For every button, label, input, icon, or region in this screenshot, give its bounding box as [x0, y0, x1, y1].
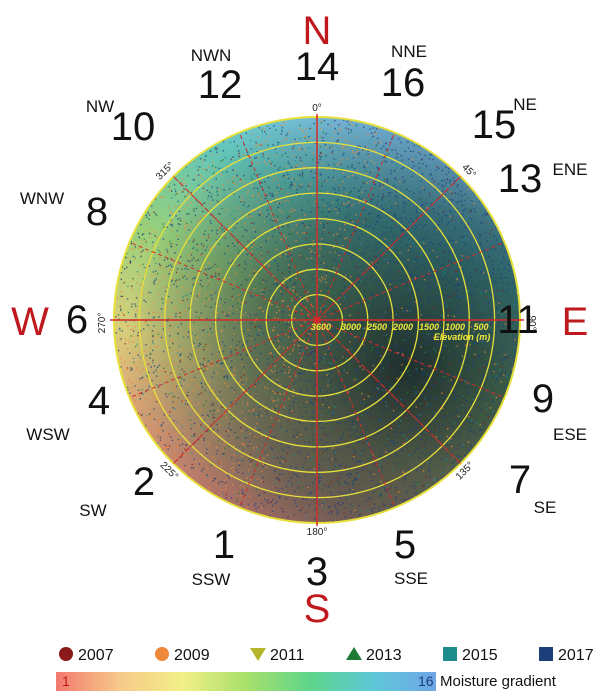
- grid-spoke: [238, 132, 318, 321]
- cardinal-s: S: [304, 587, 331, 631]
- grid-diagonal: [316, 319, 461, 464]
- direction-number: 4: [88, 379, 110, 423]
- direction-number: 1: [213, 523, 235, 567]
- direction-name: NNE: [391, 42, 427, 61]
- legend-label: 2015: [462, 647, 498, 664]
- direction-number: 12: [198, 63, 243, 107]
- direction-number: 15: [472, 103, 517, 147]
- cardinal-w: W: [11, 300, 49, 344]
- direction-name: WNW: [20, 189, 64, 208]
- direction-name: ENE: [553, 160, 588, 179]
- legend-marker: [250, 648, 266, 661]
- direction-name: SSE: [394, 569, 428, 588]
- radial-tick-label: 500: [473, 322, 488, 332]
- cardinal-e: E: [562, 300, 589, 344]
- direction-number: 11: [497, 298, 539, 342]
- direction-name: SW: [79, 501, 106, 520]
- legend-label: 2007: [78, 647, 114, 664]
- grid-spoke: [129, 319, 318, 399]
- colorbar: 1 16 Moisture gradient: [56, 672, 557, 691]
- angle-tick-label: 0°: [312, 103, 322, 114]
- angle-tick-label: 270°: [97, 313, 108, 334]
- grid-diagonal: [316, 176, 461, 321]
- grid-spoke: [316, 241, 505, 321]
- legend-label: 2013: [366, 647, 402, 664]
- direction-name: WSW: [26, 425, 69, 444]
- direction-number: 8: [86, 190, 108, 234]
- legend-marker: [59, 647, 73, 661]
- angle-tick-label: 90°: [526, 315, 537, 330]
- grid-spoke: [316, 132, 396, 321]
- radial-tick-label: 2500: [366, 322, 387, 332]
- radial-tick-label: 2000: [392, 322, 413, 332]
- grid-diagonal: [173, 176, 318, 321]
- legend: 2007 2009 2011 2013 2015 2017: [59, 647, 594, 664]
- direction-number: 5: [394, 523, 416, 567]
- radial-tick-label: 3600: [311, 322, 331, 332]
- direction-number: 10: [111, 105, 156, 149]
- direction-number: 2: [133, 460, 155, 504]
- legend-label: 2011: [270, 647, 305, 664]
- colorbar-label: Moisture gradient: [440, 673, 557, 690]
- direction-name: SE: [534, 498, 557, 517]
- grid-diagonal: [173, 319, 318, 464]
- radial-tick-label: 3000: [341, 322, 361, 332]
- radial-axis-label: Elevation (m): [434, 332, 491, 342]
- direction-number: 16: [381, 61, 426, 105]
- legend-marker: [443, 647, 457, 661]
- direction-number: 7: [509, 458, 531, 502]
- direction-number: 13: [498, 157, 543, 201]
- direction-number: 3: [306, 550, 328, 594]
- direction-number: 14: [295, 45, 340, 89]
- angle-tick-label: 180°: [307, 527, 328, 538]
- colorbar-min: 1: [62, 673, 70, 689]
- legend-marker: [155, 647, 169, 661]
- legend-marker: [539, 647, 553, 661]
- grid-spoke: [316, 319, 396, 508]
- direction-name: ESE: [553, 425, 587, 444]
- direction-number: 6: [66, 298, 88, 342]
- grid-spoke: [316, 319, 505, 399]
- legend-label: 2009: [174, 647, 210, 664]
- direction-name: NE: [513, 95, 537, 114]
- colorbar-max: 16: [418, 673, 434, 689]
- colorbar-gradient: [56, 672, 436, 691]
- direction-name: SSW: [192, 570, 231, 589]
- direction-name: NWN: [191, 46, 232, 65]
- legend-label: 2017: [558, 647, 594, 664]
- legend-marker: [346, 647, 362, 660]
- radial-tick-label: 1000: [445, 322, 465, 332]
- direction-name: NW: [86, 97, 114, 116]
- grid-spoke: [238, 319, 318, 508]
- radial-tick-label: 1500: [419, 322, 439, 332]
- grid-spoke: [129, 241, 318, 321]
- direction-number: 9: [532, 377, 554, 421]
- cardinal-n: N: [303, 9, 332, 53]
